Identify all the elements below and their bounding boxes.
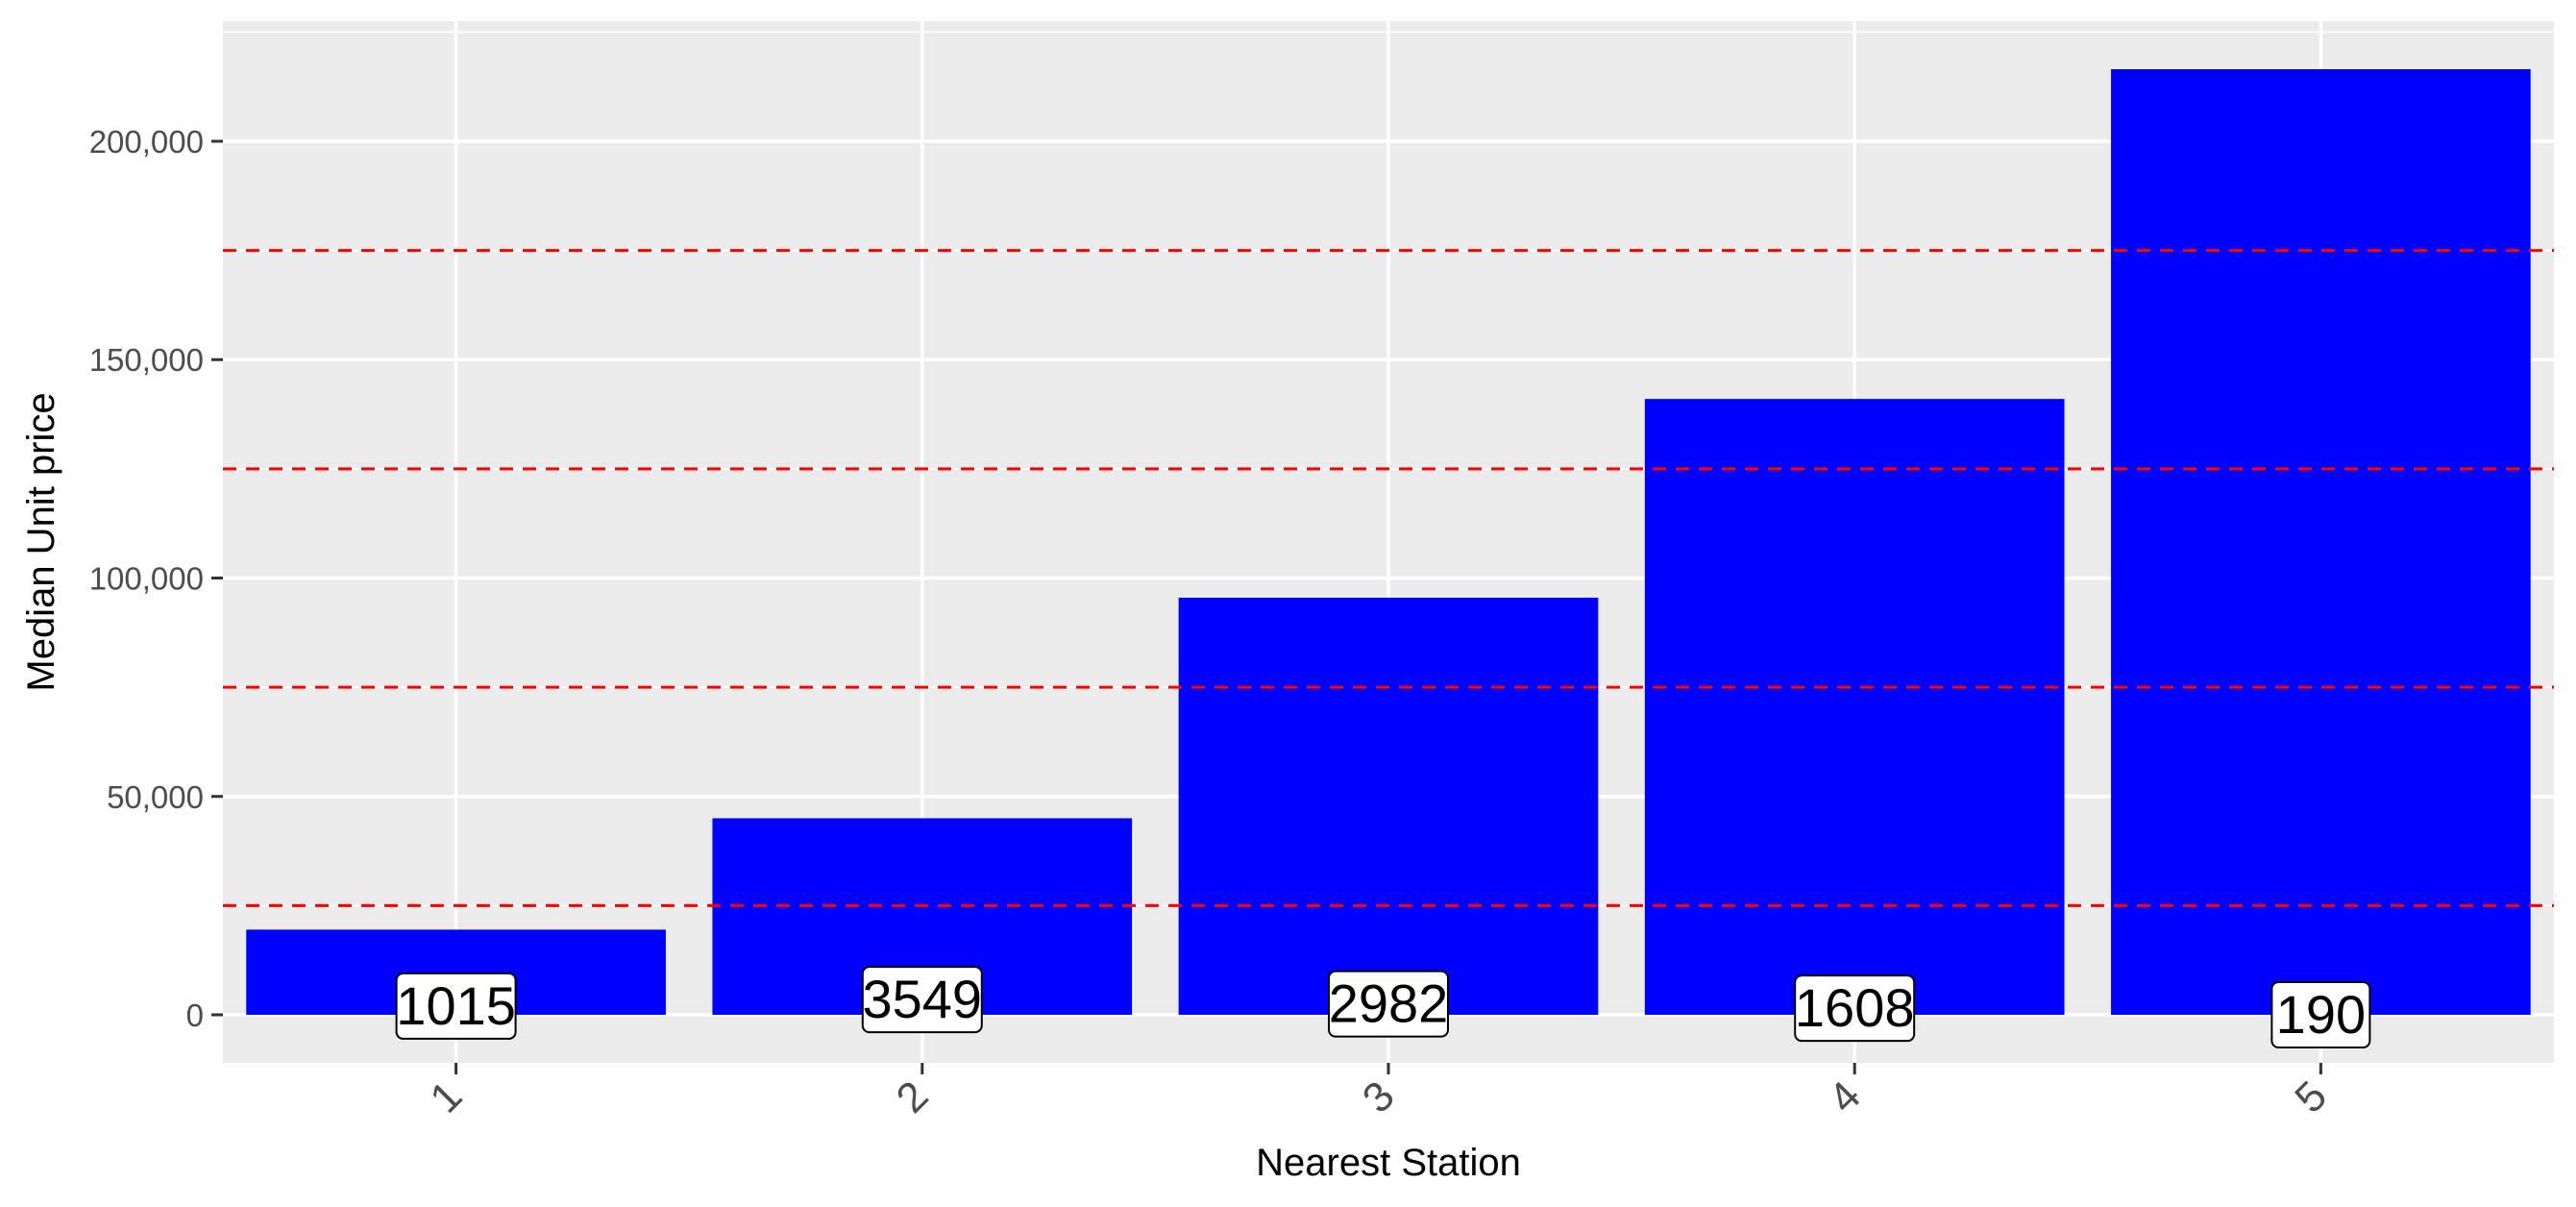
bar-label-text: 1608 (1795, 977, 1915, 1038)
bar (2111, 68, 2531, 1016)
y-tick-label: 100,000 (89, 560, 204, 596)
y-axis-title: Median Unit price (20, 392, 62, 691)
bar-label-box (861, 966, 983, 1034)
bar-label: 3549 (861, 966, 983, 1034)
reference-lines (223, 249, 2554, 907)
bar-label-box (1328, 970, 1449, 1038)
bar-label: 1608 (1794, 974, 1916, 1043)
y-tick-label: 150,000 (89, 342, 204, 378)
bar (1178, 597, 1599, 1016)
x-axis-title: Nearest Station (1256, 1142, 1521, 1184)
bar-label-box (2270, 981, 2371, 1049)
bar (1644, 399, 2065, 1016)
x-tick-label: 5 (2286, 1072, 2336, 1122)
bar-label-box (1794, 974, 1916, 1043)
x-tick-label: 4 (1820, 1072, 1870, 1122)
y-tick-label: 50,000 (107, 779, 204, 815)
x-tick-label: 3 (1354, 1072, 1404, 1122)
bar-labels: 1015 3549 2982 1608 190 (395, 966, 2371, 1049)
y-tick-label: 0 (186, 998, 204, 1033)
bar-label-text: 190 (2276, 984, 2366, 1045)
y-axis: 0 50,000 100,000 150,000 200,000 (89, 124, 223, 1033)
bar-label-text: 1015 (396, 975, 516, 1036)
bar-label: 1015 (395, 972, 517, 1040)
bar-label: 190 (2270, 981, 2371, 1049)
x-tick-label: 1 (421, 1072, 471, 1122)
x-axis: 1 2 3 4 5 (421, 1063, 2336, 1122)
x-tick-label: 2 (888, 1072, 938, 1122)
bar-label-box (395, 972, 517, 1040)
bar-label-text: 3549 (863, 969, 983, 1029)
y-tick-label: 200,000 (89, 124, 204, 160)
bar-label: 2982 (1328, 970, 1449, 1038)
bar-label-text: 2982 (1329, 973, 1449, 1034)
